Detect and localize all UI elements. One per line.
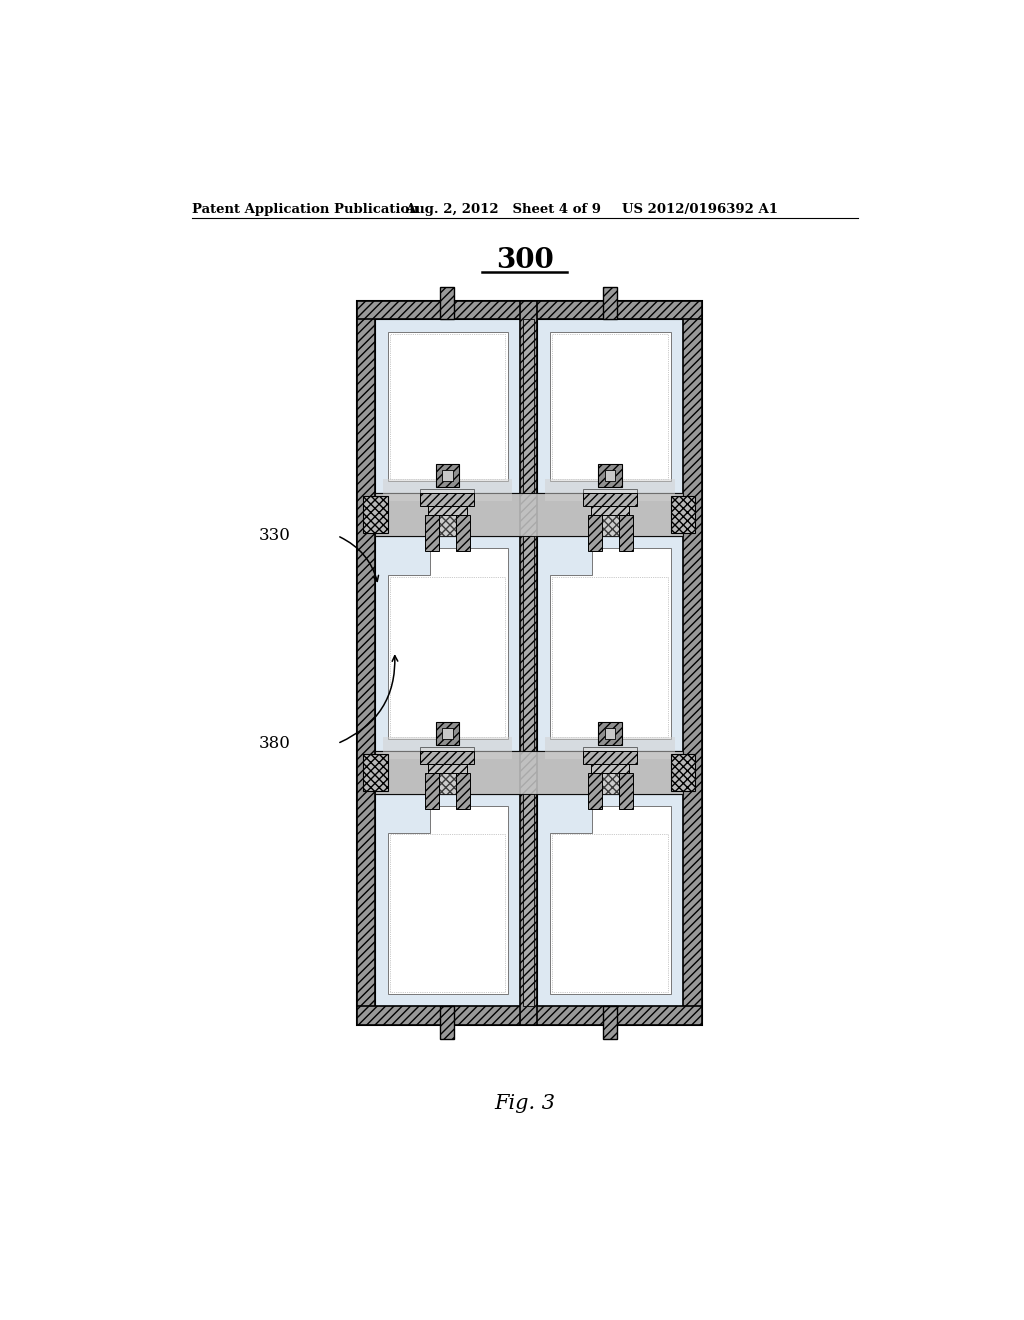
Bar [538, 319, 683, 494]
Bar [588, 515, 601, 552]
Bar [552, 577, 669, 737]
Polygon shape [550, 548, 671, 739]
Bar [538, 793, 683, 1006]
Bar [523, 536, 535, 751]
Bar [435, 722, 459, 744]
Bar [671, 496, 695, 533]
Bar [456, 515, 470, 552]
Bar [356, 1006, 701, 1024]
Bar [552, 834, 669, 991]
Bar [356, 301, 701, 1024]
Bar [552, 334, 669, 479]
Text: Fig. 3: Fig. 3 [495, 1094, 555, 1113]
Bar [603, 286, 617, 319]
Bar [431, 506, 464, 536]
Text: US 2012/0196392 A1: US 2012/0196392 A1 [623, 203, 778, 216]
Bar [545, 738, 675, 759]
Bar [390, 577, 506, 737]
Bar [390, 334, 506, 479]
Bar [375, 793, 520, 1006]
Bar [550, 331, 671, 480]
Bar [440, 1006, 455, 1039]
Bar [583, 494, 637, 506]
Bar [598, 465, 622, 487]
Bar [583, 488, 637, 496]
Bar [523, 793, 535, 1006]
Bar [362, 755, 388, 791]
Bar [604, 470, 615, 480]
Bar [442, 470, 453, 480]
Bar [683, 301, 701, 1024]
Bar [428, 763, 467, 774]
Bar [435, 465, 459, 487]
Bar [362, 496, 388, 533]
Polygon shape [550, 807, 671, 994]
Bar [356, 301, 375, 1024]
Bar [356, 301, 701, 319]
Bar [591, 763, 630, 774]
Bar [588, 774, 601, 809]
Bar [583, 751, 637, 763]
Bar [456, 774, 470, 809]
Bar [375, 751, 683, 793]
Text: 300: 300 [496, 247, 554, 275]
Bar [604, 729, 615, 739]
Bar [425, 515, 438, 552]
Bar [671, 755, 695, 791]
Bar [603, 1006, 617, 1039]
Bar [390, 834, 506, 991]
Bar [388, 331, 508, 480]
Bar [545, 479, 675, 502]
Text: 330: 330 [259, 527, 291, 544]
Bar [583, 747, 637, 755]
Bar [383, 479, 512, 502]
Bar [420, 747, 474, 755]
Bar [425, 774, 438, 809]
Bar [375, 319, 520, 494]
Bar [520, 301, 538, 1024]
Text: Aug. 2, 2012   Sheet 4 of 9: Aug. 2, 2012 Sheet 4 of 9 [406, 203, 601, 216]
Bar [420, 751, 474, 763]
Bar [428, 506, 467, 515]
Text: Patent Application Publication: Patent Application Publication [191, 203, 418, 216]
Polygon shape [388, 548, 508, 739]
Bar [591, 506, 630, 515]
Bar [420, 494, 474, 506]
Bar [618, 774, 633, 809]
Text: 380: 380 [259, 735, 291, 752]
Bar [420, 488, 474, 496]
Bar [383, 738, 512, 759]
Bar [431, 763, 464, 793]
Bar [375, 536, 520, 751]
Bar [523, 319, 535, 494]
Bar [442, 729, 453, 739]
Polygon shape [388, 807, 508, 994]
Bar [594, 506, 627, 536]
Bar [538, 536, 683, 751]
Bar [594, 763, 627, 793]
Bar [618, 515, 633, 552]
Bar [598, 722, 622, 744]
Bar [375, 494, 683, 536]
Bar [440, 286, 455, 319]
